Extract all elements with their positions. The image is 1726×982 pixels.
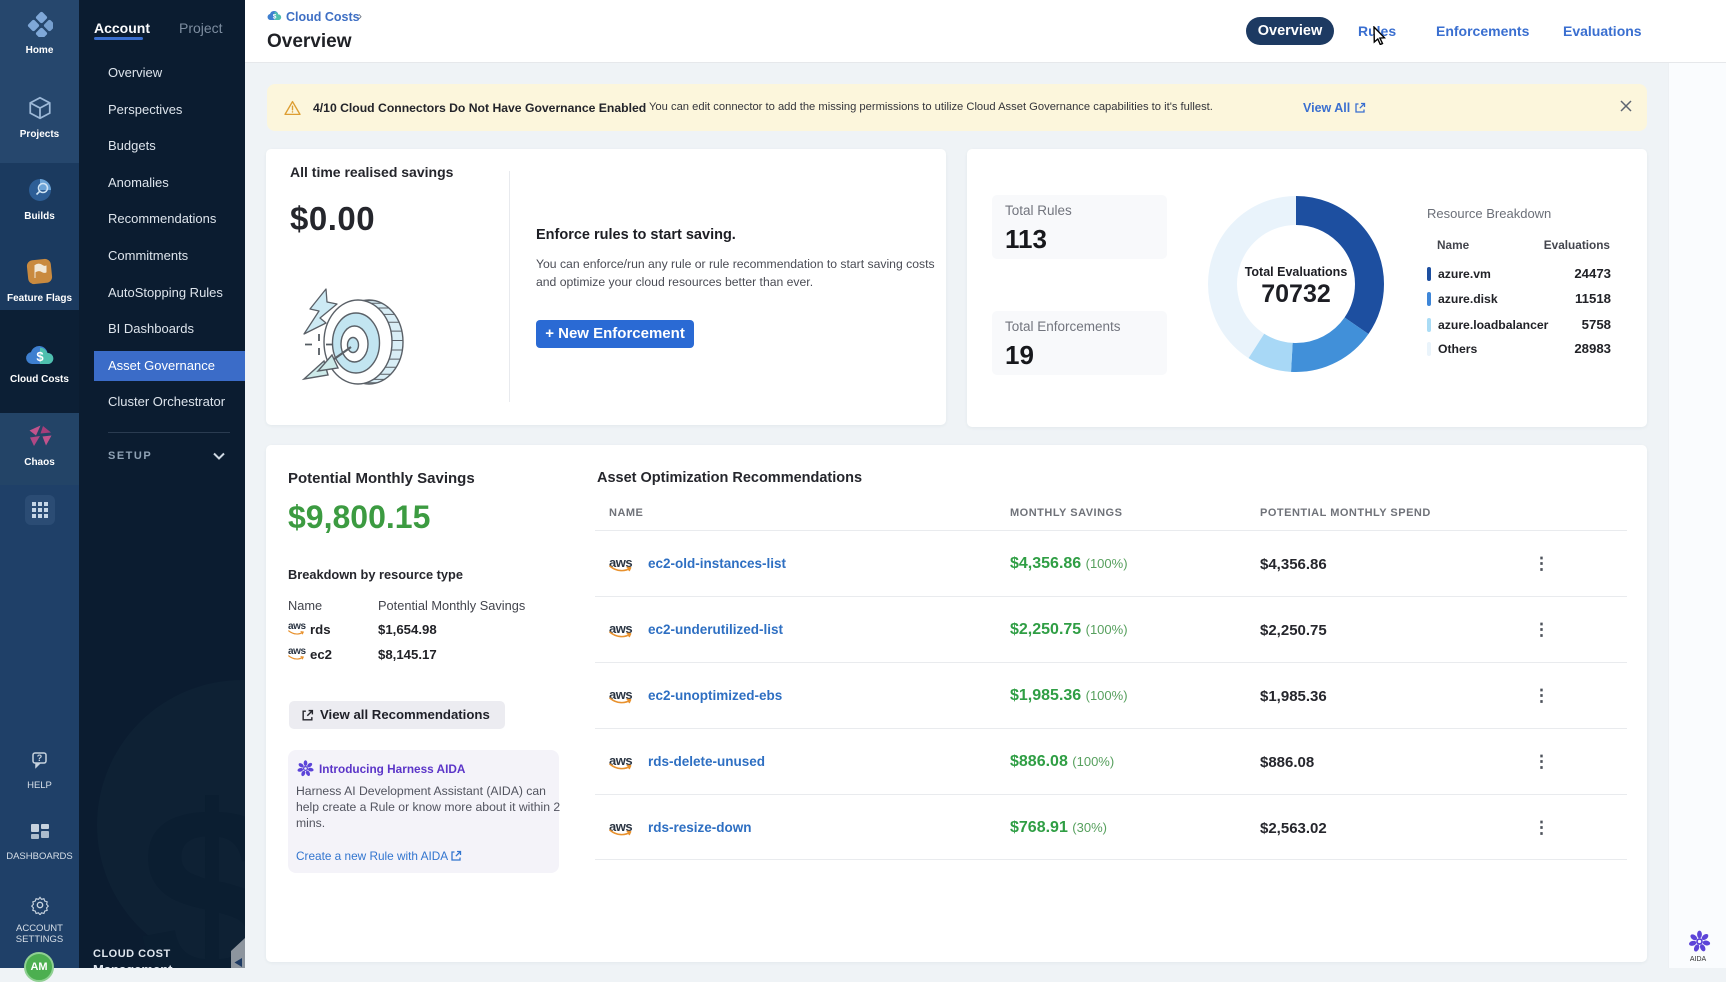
svg-text:$: $ <box>273 14 277 21</box>
svg-text:$: $ <box>36 349 44 364</box>
svg-text:?: ? <box>36 753 42 763</box>
